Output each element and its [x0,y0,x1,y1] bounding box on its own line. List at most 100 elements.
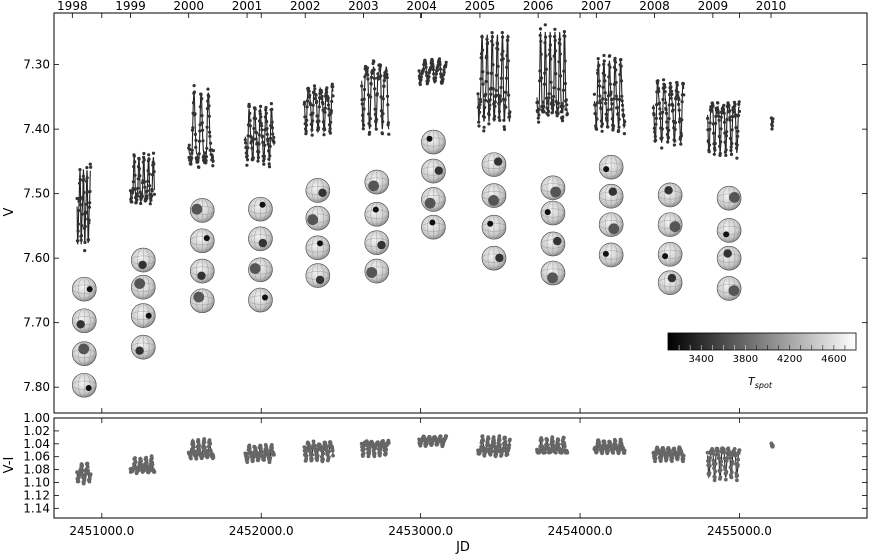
starspot [488,195,499,206]
data-point [83,224,87,229]
starspot [191,203,203,215]
data-point [505,65,509,69]
data-point [653,130,657,134]
data-point [147,172,151,176]
data-point [437,57,442,61]
data-point [599,119,604,123]
spot-map-sphere [716,218,742,243]
data-point [200,97,204,101]
data-point [595,117,599,121]
data-point [617,448,622,453]
data-point [369,95,373,99]
data-point [262,162,266,166]
starspot [608,223,620,235]
data-point [538,27,543,31]
data-point [665,126,669,130]
data-point [708,121,712,125]
data-point [598,94,602,98]
data-point [384,69,388,73]
spot-map-sphere [130,247,156,273]
data-point [620,99,624,103]
data-point [376,72,380,76]
data-point [508,110,512,114]
data-point [196,439,201,444]
data-point [670,456,675,461]
data-point [543,450,547,455]
starspot [602,250,609,257]
data-point [680,118,684,122]
data-point [192,84,196,88]
data-point [540,445,545,449]
data-point [716,453,721,457]
data-point [606,448,610,453]
data-point [135,198,139,202]
data-point [85,461,90,466]
data-point [83,240,87,244]
data-point [79,238,83,242]
data-point [707,150,711,154]
data-point [717,114,721,118]
data-point [254,137,258,141]
year-label: 2001 [232,0,263,13]
data-point [713,475,717,480]
data-point [614,80,618,85]
spot-map-sphere [481,214,507,240]
data-point [728,109,732,113]
data-point [730,128,734,132]
data-point [563,59,567,63]
starspot [550,186,562,198]
data-point [660,136,664,140]
data-point [323,106,327,110]
y-tick-label: 1.04 [23,437,50,451]
data-point [723,140,727,144]
data-point [599,107,603,111]
data-point [663,85,667,89]
starspot [494,157,503,166]
data-point [430,59,434,64]
data-point [605,118,609,123]
data-point [85,176,89,180]
data-point [366,73,370,77]
data-point [677,102,681,106]
data-point [477,124,481,128]
data-point [675,81,679,85]
data-point [495,448,500,452]
data-point [377,76,381,80]
data-point [597,79,601,83]
starspot [664,186,673,195]
spot-map-sphere [481,152,507,177]
data-point [487,443,491,448]
data-point [728,118,732,122]
data-point [652,113,656,117]
data-point [565,112,569,116]
data-point [200,121,204,125]
starspot [669,221,681,233]
data-point [596,68,600,72]
data-point [705,450,710,455]
data-point [673,139,677,143]
starspot [78,343,90,355]
data-point [714,114,718,118]
spot-map-sphere [598,242,624,268]
data-point [197,139,202,143]
data-point [547,52,552,56]
data-point [735,473,740,478]
data-point [664,111,669,115]
data-point [727,104,731,108]
spot-map-sphere [130,303,156,328]
data-point [254,131,259,135]
data-point [150,462,155,467]
data-point [477,106,481,110]
data-point [595,101,599,105]
data-point [618,97,622,102]
data-point [250,146,254,150]
data-point [198,105,202,109]
data-point [259,104,263,108]
data-point [384,451,388,456]
data-point [562,444,567,449]
data-point [424,65,428,69]
data-point [146,169,150,173]
data-point [728,450,732,455]
data-point [89,165,93,169]
data-point [506,35,510,39]
